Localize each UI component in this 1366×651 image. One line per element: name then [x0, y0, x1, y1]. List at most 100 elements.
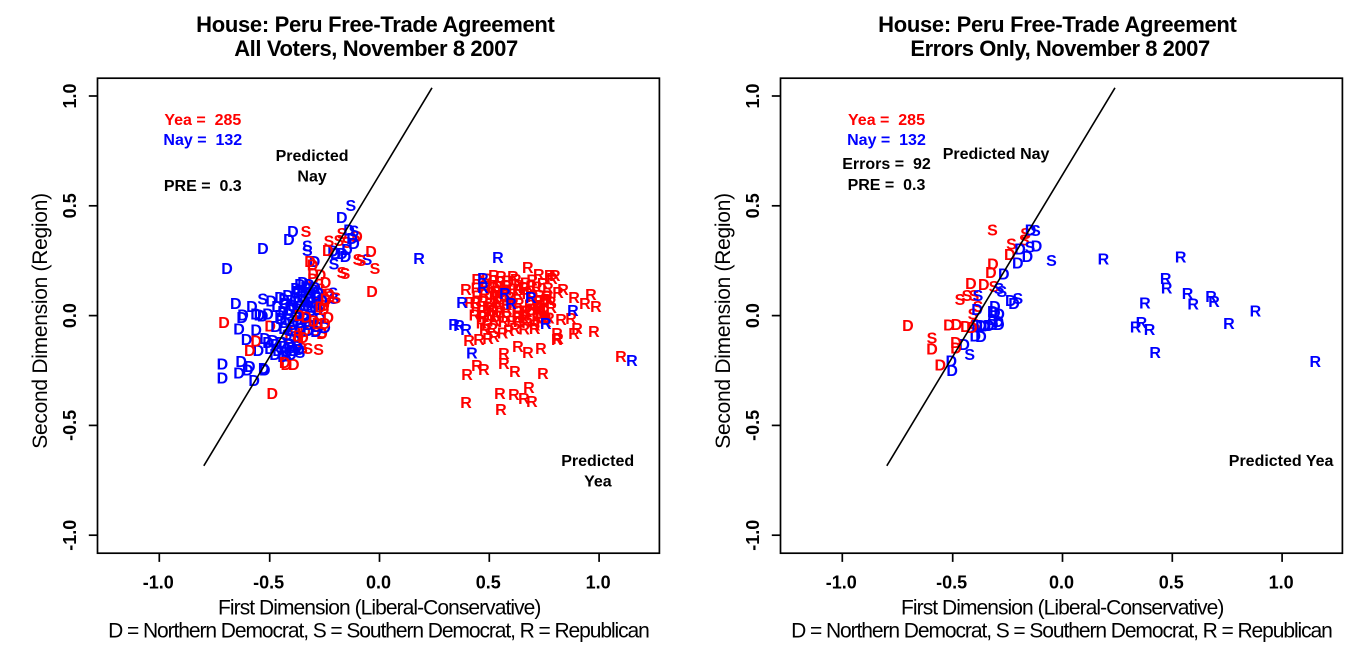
svg-text:D: D	[312, 302, 324, 319]
svg-text:R: R	[495, 402, 507, 419]
svg-text:D: D	[259, 362, 271, 379]
svg-text:R: R	[484, 295, 496, 312]
svg-text:R: R	[490, 284, 502, 301]
svg-text:R: R	[494, 386, 506, 403]
svg-text:D: D	[242, 362, 254, 379]
svg-text:D: D	[318, 298, 330, 315]
svg-text:R: R	[512, 310, 524, 327]
svg-text:D: D	[1012, 255, 1024, 272]
svg-text:D: D	[312, 285, 324, 302]
svg-text:S: S	[349, 223, 360, 240]
svg-text:R: R	[1250, 304, 1262, 321]
svg-text:R: R	[544, 268, 556, 285]
svg-text:First Dimension (Liberal-Conse: First Dimension (Liberal-Conservative)	[901, 597, 1224, 620]
svg-text:R: R	[541, 292, 553, 309]
svg-text:R: R	[494, 289, 506, 306]
svg-text:D: D	[316, 326, 328, 343]
svg-text:D: D	[307, 271, 319, 288]
svg-text:D: D	[294, 321, 306, 338]
svg-text:R: R	[499, 284, 511, 301]
svg-text:D: D	[250, 323, 262, 340]
svg-text:D: D	[343, 222, 355, 239]
svg-text:D: D	[292, 333, 304, 350]
svg-text:D: D	[314, 311, 326, 328]
svg-text:S: S	[297, 341, 308, 358]
svg-text:R: R	[471, 272, 483, 289]
svg-text:R: R	[491, 308, 503, 325]
svg-text:R: R	[539, 296, 551, 313]
svg-text:R: R	[511, 304, 523, 321]
svg-text:D: D	[286, 340, 298, 357]
svg-text:D: D	[244, 359, 256, 376]
svg-text:0.5: 0.5	[476, 573, 501, 593]
svg-text:D: D	[279, 355, 291, 372]
svg-text:D: D	[278, 292, 290, 309]
svg-text:S: S	[325, 289, 336, 306]
svg-text:Nay = 132: Nay = 132	[847, 132, 926, 149]
svg-text:R: R	[542, 281, 554, 298]
svg-text:Predicted: Predicted	[276, 148, 349, 165]
svg-text:R: R	[518, 391, 530, 408]
svg-text:R: R	[535, 304, 547, 321]
svg-text:D: D	[301, 309, 313, 326]
svg-text:0.5: 0.5	[60, 193, 80, 218]
svg-text:First Dimension (Liberal-Conse: First Dimension (Liberal-Conservative)	[218, 597, 541, 620]
svg-text:S: S	[315, 282, 326, 299]
svg-text:R: R	[413, 251, 425, 268]
svg-text:D: D	[307, 257, 319, 274]
svg-text:D: D	[293, 342, 305, 359]
svg-text:R: R	[478, 286, 490, 303]
svg-text:R: R	[565, 311, 577, 328]
svg-text:PRE = 0.3: PRE = 0.3	[848, 177, 926, 194]
svg-text:D: D	[279, 296, 291, 313]
svg-text:R: R	[1149, 345, 1161, 362]
svg-text:House: Peru Free-Trade Agreeme: House: Peru Free-Trade Agreement	[878, 12, 1237, 37]
svg-text:S: S	[301, 224, 312, 241]
svg-text:S: S	[973, 299, 984, 316]
svg-text:D: D	[320, 292, 332, 309]
svg-text:D: D	[254, 308, 266, 325]
svg-text:D: D	[993, 314, 1005, 331]
svg-text:D: D	[319, 320, 331, 337]
svg-text:R: R	[552, 331, 564, 348]
svg-text:R: R	[473, 332, 485, 349]
svg-text:R: R	[478, 362, 490, 379]
svg-text:D: D	[271, 299, 283, 316]
svg-text:Errors = 92: Errors = 92	[842, 156, 931, 173]
svg-text:R: R	[502, 274, 514, 291]
svg-text:D: D	[262, 307, 274, 324]
svg-text:D: D	[282, 288, 294, 305]
svg-text:R: R	[1187, 297, 1199, 314]
svg-text:D = Northern Democrat, S = Sou: D = Northern Democrat, S = Southern Demo…	[108, 620, 650, 643]
svg-text:D: D	[265, 294, 277, 311]
svg-text:D: D	[221, 261, 233, 278]
svg-text:D: D	[366, 284, 378, 301]
svg-text:D: D	[971, 302, 983, 319]
svg-text:R: R	[522, 260, 534, 277]
svg-text:0.0: 0.0	[743, 303, 763, 328]
svg-text:R: R	[525, 279, 537, 296]
svg-text:D: D	[244, 343, 256, 360]
svg-text:Predicted Yea: Predicted Yea	[1229, 453, 1334, 470]
svg-text:R: R	[485, 301, 497, 318]
svg-text:D: D	[315, 300, 327, 317]
svg-text:R: R	[1144, 322, 1156, 339]
svg-text:D: D	[302, 298, 314, 315]
svg-text:R: R	[471, 358, 483, 375]
svg-text:D: D	[320, 275, 332, 292]
svg-text:S: S	[955, 292, 966, 309]
svg-text:R: R	[500, 278, 512, 295]
svg-text:S: S	[328, 285, 339, 302]
svg-text:D: D	[270, 319, 282, 336]
svg-text:R: R	[471, 300, 483, 317]
svg-text:D: D	[298, 302, 310, 319]
svg-text:D: D	[274, 308, 286, 325]
svg-text:R: R	[1205, 289, 1217, 306]
svg-text:D: D	[341, 242, 353, 259]
svg-text:D: D	[291, 301, 303, 318]
svg-text:R: R	[453, 318, 465, 335]
svg-text:PRE = 0.3: PRE = 0.3	[164, 178, 242, 195]
svg-text:D: D	[279, 315, 291, 332]
svg-text:R: R	[588, 324, 600, 341]
svg-text:D: D	[230, 296, 242, 313]
